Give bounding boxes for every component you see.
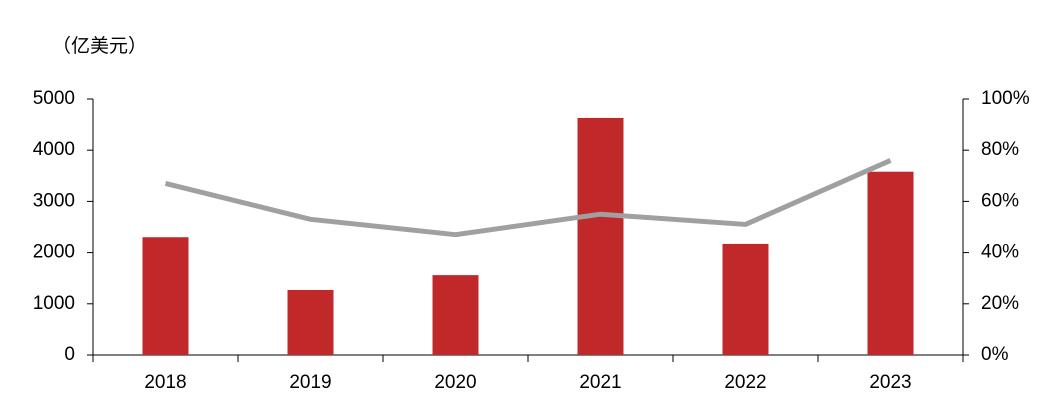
y2-tick-label: 0% [981, 344, 1009, 365]
bar [432, 275, 479, 355]
bar [722, 243, 769, 355]
x-tick-label: 2020 [434, 372, 476, 393]
x-tick-label: 2021 [579, 372, 621, 393]
bar [142, 237, 189, 355]
x-tick-label: 2022 [724, 372, 766, 393]
y-tick-label: 1000 [33, 293, 75, 314]
x-tick-label: 2018 [144, 372, 186, 393]
y-tick-label: 0 [64, 344, 75, 365]
y-tick-label: 3000 [33, 190, 75, 211]
x-tick-label: 2023 [869, 372, 911, 393]
y2-tick-label: 80% [981, 139, 1019, 160]
bar [867, 171, 914, 355]
y-tick-label: 4000 [33, 139, 75, 160]
line [164, 158, 892, 238]
y-tick-label: 5000 [33, 88, 75, 109]
y2-tick-label: 100% [981, 88, 1030, 109]
y2-tick-label: 20% [981, 293, 1019, 314]
y2-tick-label: 60% [981, 190, 1019, 211]
bar [577, 117, 624, 355]
y-tick-label: 2000 [33, 242, 75, 263]
y-axis-label: （亿美元） [52, 35, 147, 57]
bar [287, 289, 334, 355]
y2-tick-label: 40% [981, 242, 1019, 263]
x-tick-label: 2019 [289, 372, 331, 393]
